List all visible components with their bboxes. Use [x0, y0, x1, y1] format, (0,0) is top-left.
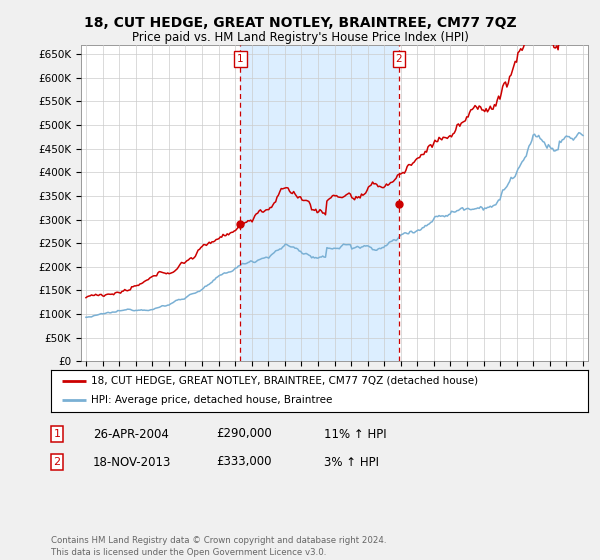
Text: HPI: Average price, detached house, Braintree: HPI: Average price, detached house, Brai…	[91, 395, 332, 405]
Text: Contains HM Land Registry data © Crown copyright and database right 2024.
This d: Contains HM Land Registry data © Crown c…	[51, 536, 386, 557]
Text: 1: 1	[237, 54, 244, 64]
Text: £333,000: £333,000	[216, 455, 271, 469]
Text: 18-NOV-2013: 18-NOV-2013	[93, 455, 172, 469]
Text: 3% ↑ HPI: 3% ↑ HPI	[324, 455, 379, 469]
Text: 18, CUT HEDGE, GREAT NOTLEY, BRAINTREE, CM77 7QZ (detached house): 18, CUT HEDGE, GREAT NOTLEY, BRAINTREE, …	[91, 376, 478, 386]
Text: 18, CUT HEDGE, GREAT NOTLEY, BRAINTREE, CM77 7QZ: 18, CUT HEDGE, GREAT NOTLEY, BRAINTREE, …	[83, 16, 517, 30]
Text: £290,000: £290,000	[216, 427, 272, 441]
Text: 11% ↑ HPI: 11% ↑ HPI	[324, 427, 386, 441]
Text: 1: 1	[53, 429, 61, 439]
Text: 26-APR-2004: 26-APR-2004	[93, 427, 169, 441]
Bar	[241, 45, 399, 361]
Text: 2: 2	[395, 54, 402, 64]
Text: 2: 2	[53, 457, 61, 467]
Text: Price paid vs. HM Land Registry's House Price Index (HPI): Price paid vs. HM Land Registry's House …	[131, 31, 469, 44]
